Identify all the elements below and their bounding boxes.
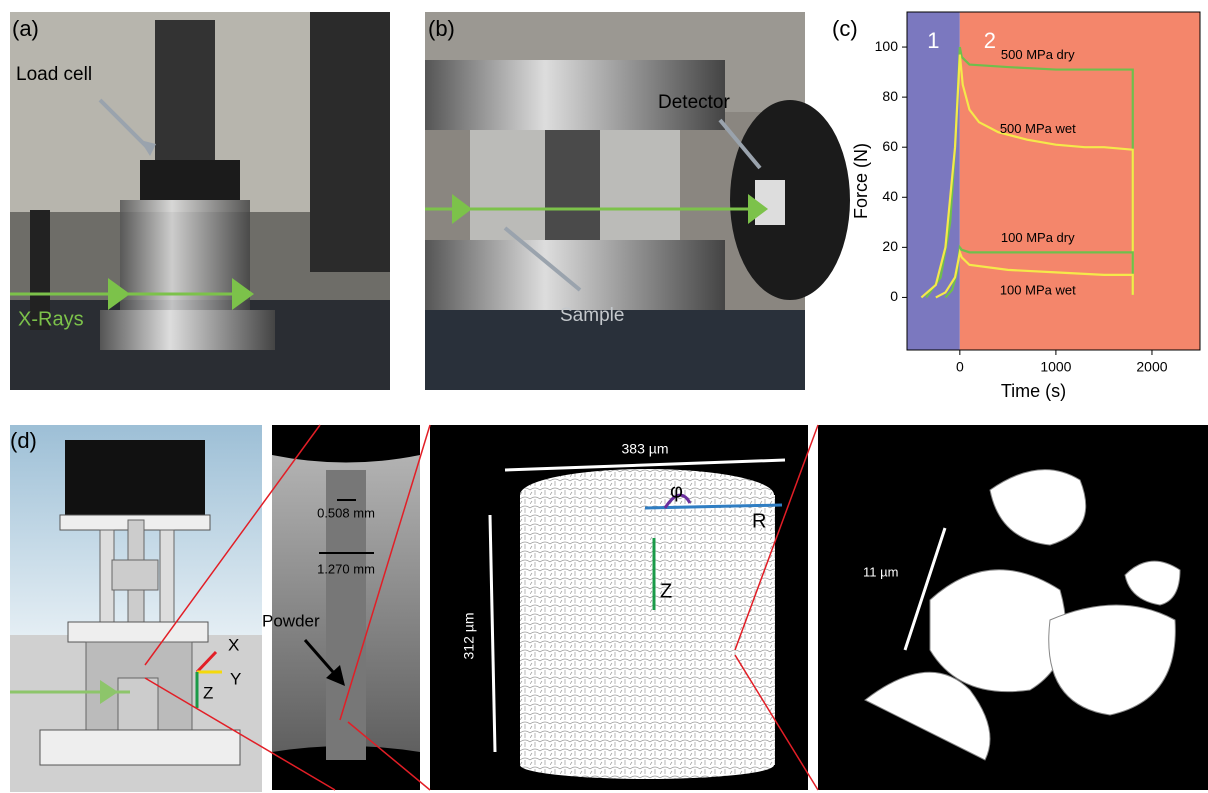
region-label: 2 (984, 28, 996, 53)
dimension-label: 11 µm (863, 564, 898, 579)
figure: (a) Load cell X-Rays (b) Detector Sample… (0, 0, 1208, 793)
annotation: Sample (560, 305, 624, 326)
series-label: 500 MPa dry (1001, 47, 1075, 62)
series-label: 100 MPa wet (1000, 282, 1076, 297)
y-tick-label: 0 (890, 288, 898, 304)
x-tick-label: 0 (956, 359, 964, 375)
y-tick-label: 80 (882, 88, 898, 104)
page: { "panel_a": {"label": "(a)", "load_cell… (0, 0, 1208, 793)
region-label: 1 (927, 28, 939, 53)
annotation: X-Rays (18, 308, 84, 330)
series-label: 500 MPa wet (1000, 121, 1076, 136)
x-tick-label: 1000 (1040, 359, 1071, 375)
dimension-label: 383 µm (622, 441, 669, 457)
annotation: Powder (262, 611, 320, 630)
y-tick-label: 40 (882, 188, 898, 204)
x-tick-label: 2000 (1136, 359, 1167, 375)
panel-label: (b) (428, 16, 455, 41)
panel-label: (d) (10, 428, 37, 453)
y-tick-label: 60 (882, 138, 898, 154)
photo-b (425, 12, 850, 390)
series-label: 100 MPa dry (1001, 230, 1075, 245)
axis-name: Y (230, 669, 241, 688)
region (960, 12, 1200, 350)
x-axis-label: Time (s) (1001, 381, 1066, 401)
drawing-d (10, 425, 1208, 792)
axis-name: X (228, 635, 239, 654)
y-tick-label: 20 (882, 238, 898, 254)
symbol: R (752, 510, 766, 532)
panel-label: (c) (832, 16, 858, 41)
annotation: Detector (658, 92, 730, 113)
axis-name: Z (203, 683, 213, 702)
symbol: φ (670, 480, 683, 502)
annotation: Load cell (16, 64, 92, 85)
symbol: Z (660, 580, 672, 602)
dimension-label: 312 µm (461, 613, 477, 660)
y-axis-label: Force (N) (851, 143, 871, 219)
scale-label: 0.508 mm (317, 505, 375, 520)
scale-label: 1.270 mm (317, 561, 375, 576)
y-tick-label: 100 (875, 38, 899, 54)
panel-label: (a) (12, 16, 39, 41)
